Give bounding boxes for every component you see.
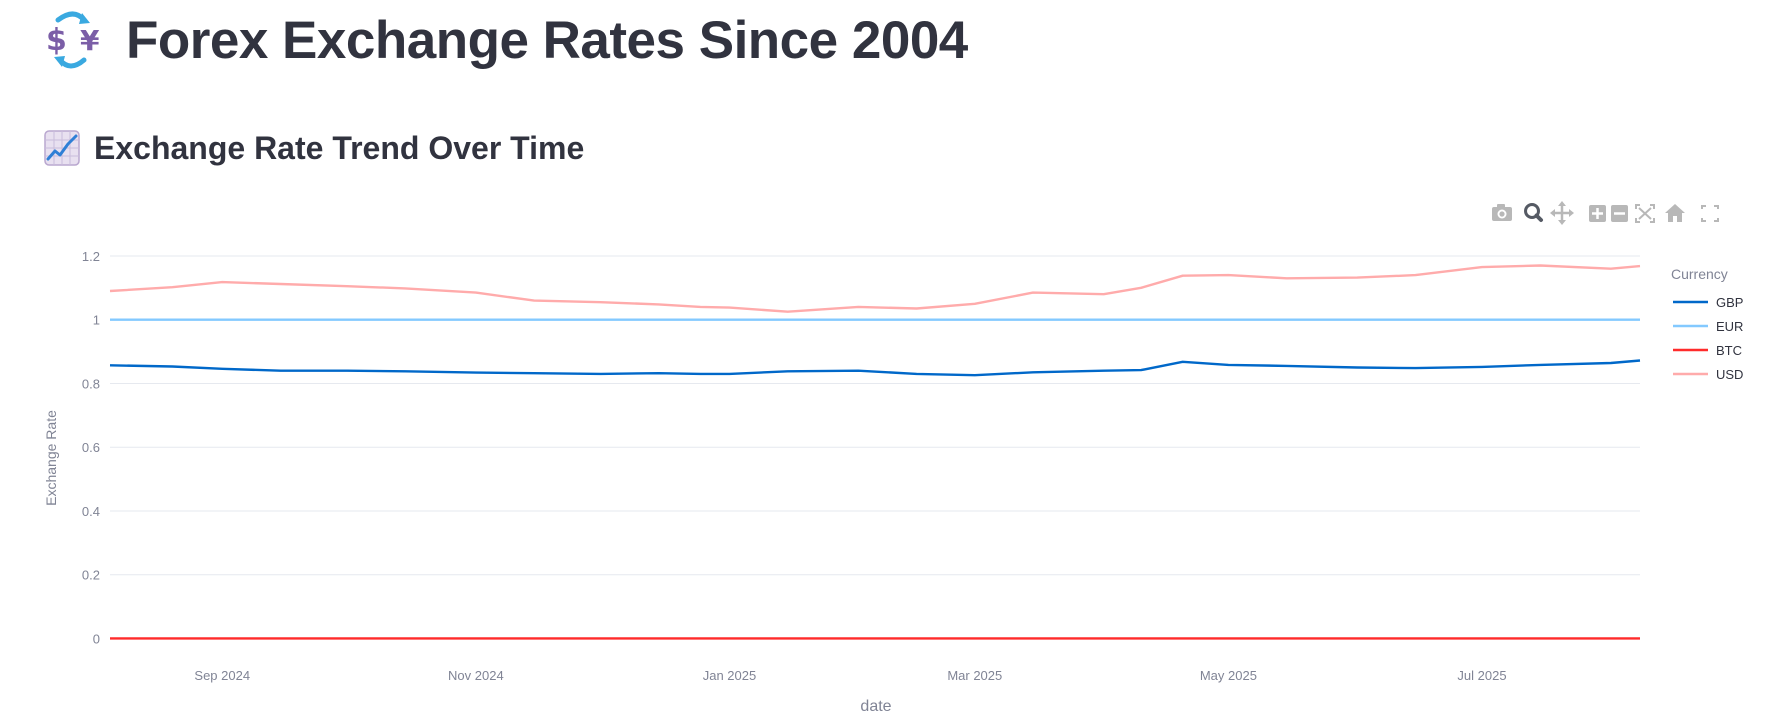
y-tick-label: 1.2 <box>82 249 100 264</box>
x-tick-label: Sep 2024 <box>194 668 250 683</box>
legend-label-eur[interactable]: EUR <box>1716 319 1743 334</box>
y-tick-label: 1 <box>93 313 100 328</box>
x-tick-label: May 2025 <box>1200 668 1257 683</box>
y-axis-ticks: 0 0.2 0.4 0.6 0.8 1 1.2 <box>82 249 100 647</box>
series-line-usd <box>109 264 1641 313</box>
zoom-icon[interactable] <box>1524 203 1543 222</box>
autoscale-icon[interactable] <box>1635 204 1655 223</box>
y-tick-label: 0.6 <box>82 440 100 455</box>
series-line-gbp <box>109 359 1641 377</box>
pan-icon[interactable] <box>1550 201 1574 225</box>
y-tick-label: 0 <box>93 631 100 646</box>
zoom-in-icon[interactable] <box>1589 205 1606 222</box>
section-title: Exchange Rate Trend Over Time <box>94 129 585 166</box>
legend-label-usd[interactable]: USD <box>1716 367 1743 382</box>
legend-title: Currency <box>1671 266 1728 282</box>
y-tick-label: 0.4 <box>82 504 100 519</box>
legend-label-gbp[interactable]: GBP <box>1716 295 1743 310</box>
y-tick-label: 0.2 <box>82 568 100 583</box>
x-axis-label: date <box>860 698 891 715</box>
currency-exchange-icon: $ ¥ <box>46 11 100 69</box>
gridlines <box>110 255 1640 639</box>
svg-text:$: $ <box>46 23 67 58</box>
y-axis-label: Exchange Rate <box>43 410 59 506</box>
y-tick-label: 0.8 <box>82 376 100 391</box>
exchange-rate-chart: 0 0.2 0.4 0.6 0.8 1 1.2 Sep 2024 Nov 2024 Jan 20… <box>43 249 1743 715</box>
x-tick-label: Mar 2025 <box>947 668 1002 683</box>
x-tick-label: Jan 2025 <box>703 668 757 683</box>
zoom-out-icon[interactable] <box>1611 205 1628 222</box>
svg-text:¥: ¥ <box>80 24 100 57</box>
page-title: Forex Exchange Rates Since 2004 <box>126 10 968 70</box>
home-icon[interactable] <box>1665 204 1685 222</box>
chart-modebar <box>1478 198 1758 228</box>
x-tick-label: Nov 2024 <box>448 668 504 683</box>
camera-icon[interactable] <box>1492 204 1512 221</box>
section-header: Exchange Rate Trend Over Time <box>44 128 584 168</box>
legend-label-btc[interactable]: BTC <box>1716 343 1742 358</box>
legend: Currency GBP EUR BTC USD <box>1671 266 1743 382</box>
fullscreen-icon[interactable] <box>1701 205 1719 222</box>
x-tick-label: Jul 2025 <box>1457 668 1506 683</box>
title-row: $ ¥ Forex Exchange Rates Since 2004 <box>44 8 968 72</box>
series-lines <box>109 264 1641 640</box>
x-axis-ticks: Sep 2024 Nov 2024 Jan 2025 Mar 2025 May 2025… <box>194 668 1506 683</box>
chart-increasing-icon <box>44 130 80 166</box>
